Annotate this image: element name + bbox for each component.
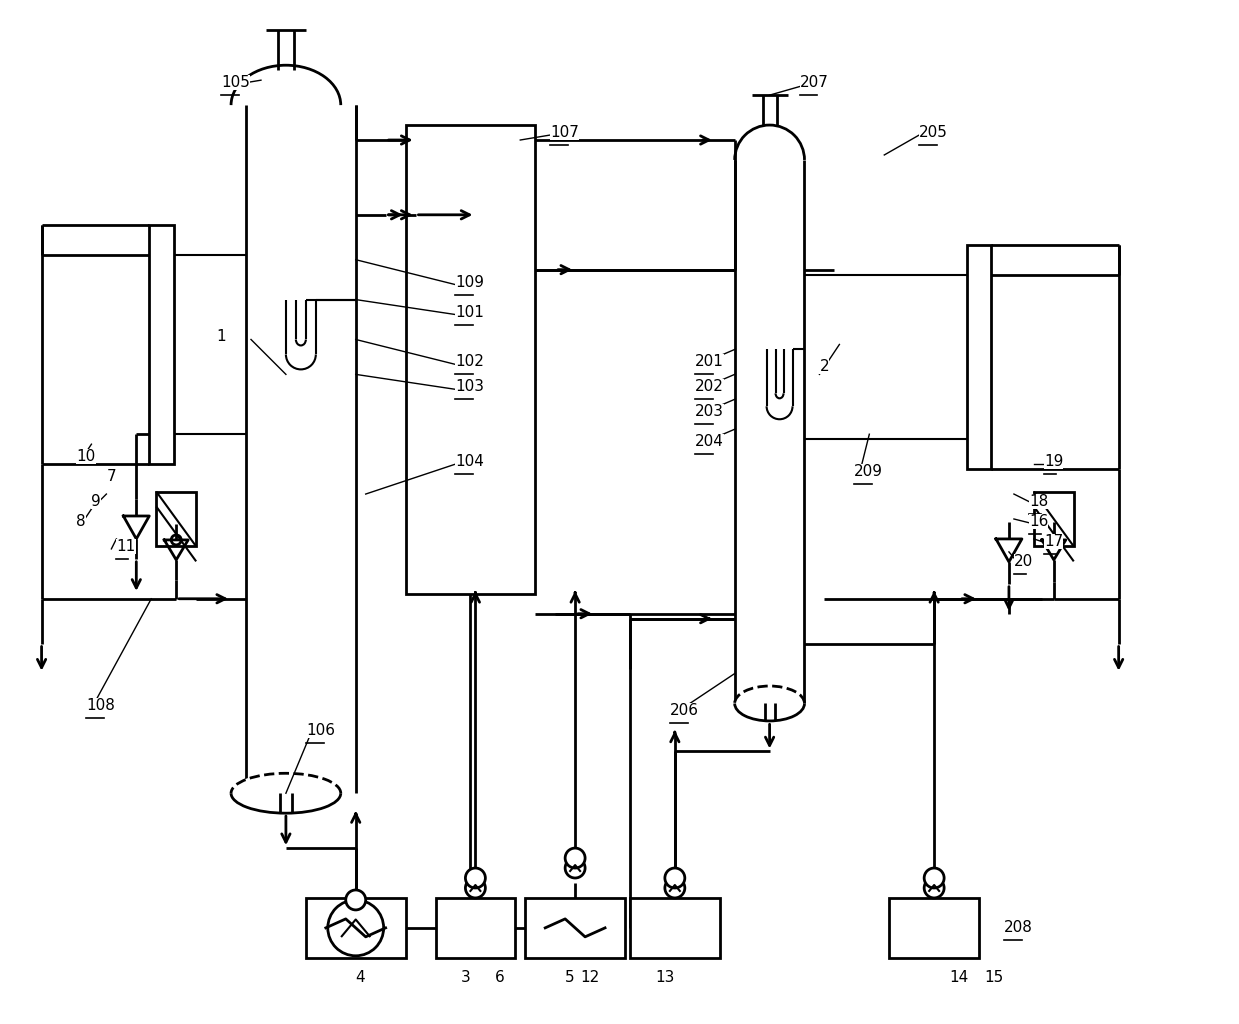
Text: 207: 207 bbox=[799, 75, 829, 90]
Text: 12: 12 bbox=[580, 970, 600, 985]
Circle shape bbox=[466, 878, 486, 898]
Text: 4: 4 bbox=[356, 970, 366, 985]
Bar bbox=[1033, 492, 1074, 547]
Text: 6: 6 bbox=[496, 970, 506, 985]
Text: 9: 9 bbox=[92, 494, 102, 509]
Circle shape bbox=[565, 858, 585, 878]
Text: 7: 7 bbox=[107, 469, 116, 484]
Text: 204: 204 bbox=[695, 434, 724, 450]
Text: 18: 18 bbox=[1028, 494, 1048, 509]
Text: 5: 5 bbox=[565, 970, 575, 985]
Text: 101: 101 bbox=[456, 304, 484, 319]
Ellipse shape bbox=[735, 686, 804, 721]
Circle shape bbox=[466, 868, 486, 888]
Text: 202: 202 bbox=[695, 379, 724, 394]
Circle shape bbox=[565, 848, 585, 868]
Bar bbox=[966, 245, 991, 469]
Text: 209: 209 bbox=[855, 464, 883, 479]
Bar bbox=[629, 898, 720, 957]
Text: 17: 17 bbox=[1043, 534, 1063, 549]
Text: 8: 8 bbox=[77, 514, 85, 529]
Bar bbox=[890, 898, 979, 957]
Text: 208: 208 bbox=[1004, 920, 1033, 935]
Text: 201: 201 bbox=[695, 354, 724, 370]
Bar bbox=[156, 492, 196, 547]
Text: 16: 16 bbox=[1028, 514, 1048, 529]
Text: 15: 15 bbox=[984, 970, 1004, 985]
Text: 14: 14 bbox=[949, 970, 969, 985]
Circle shape bbox=[924, 878, 944, 898]
Text: 107: 107 bbox=[550, 125, 579, 140]
Bar bbox=[525, 898, 624, 957]
Text: 19: 19 bbox=[1043, 454, 1063, 469]
Ellipse shape bbox=[230, 773, 341, 813]
Circle shape bbox=[328, 900, 384, 955]
Text: 3: 3 bbox=[461, 970, 470, 985]
Text: 109: 109 bbox=[456, 274, 484, 290]
Text: 10: 10 bbox=[77, 450, 95, 464]
Text: 108: 108 bbox=[87, 698, 115, 714]
Circle shape bbox=[924, 868, 944, 888]
Bar bbox=[306, 898, 405, 957]
Text: 205: 205 bbox=[919, 125, 948, 140]
Circle shape bbox=[665, 878, 685, 898]
Text: 20: 20 bbox=[1014, 554, 1033, 569]
Text: 105: 105 bbox=[221, 75, 250, 90]
Bar bbox=[405, 125, 535, 594]
Text: 106: 106 bbox=[306, 723, 335, 738]
Circle shape bbox=[346, 890, 366, 910]
Text: 11: 11 bbox=[116, 539, 135, 554]
Text: 102: 102 bbox=[456, 354, 484, 370]
Text: 104: 104 bbox=[456, 454, 484, 469]
Text: 1: 1 bbox=[216, 330, 225, 344]
Text: 2: 2 bbox=[819, 359, 829, 375]
Circle shape bbox=[665, 868, 685, 888]
Text: 13: 13 bbox=[655, 970, 674, 985]
Text: 103: 103 bbox=[456, 379, 484, 394]
Bar bbox=[435, 898, 515, 957]
Text: 203: 203 bbox=[695, 404, 724, 419]
Bar bbox=[149, 225, 173, 464]
Text: 206: 206 bbox=[670, 703, 699, 719]
